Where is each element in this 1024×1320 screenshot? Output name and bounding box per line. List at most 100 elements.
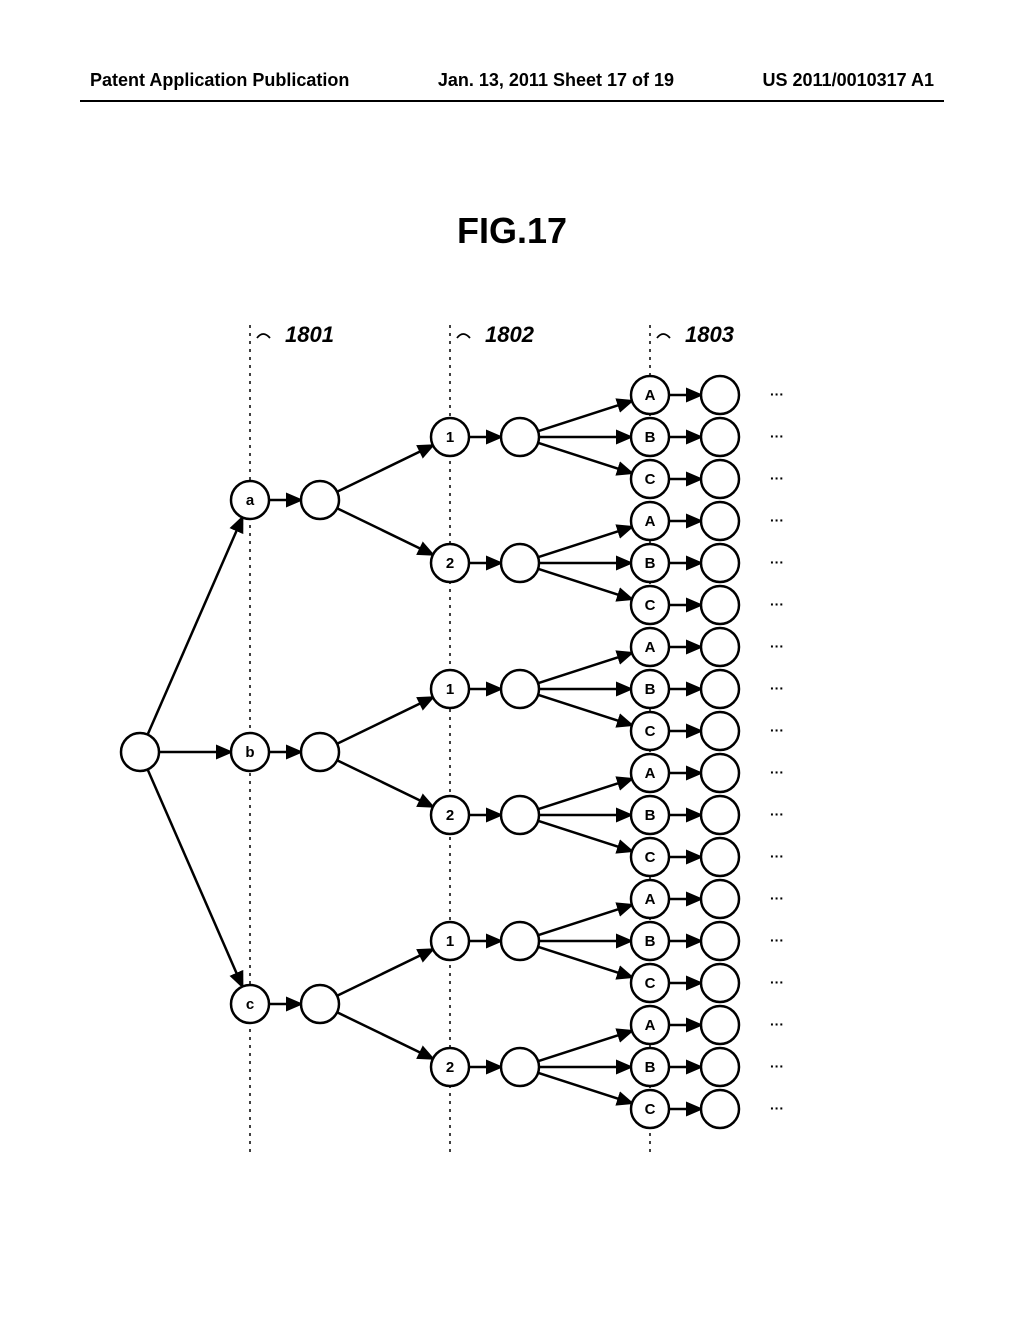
node-label: 1 xyxy=(446,429,454,446)
l1-empty xyxy=(301,985,339,1023)
l3-empty xyxy=(701,586,739,624)
l3-empty xyxy=(701,1006,739,1044)
edge xyxy=(337,949,433,995)
l3-empty xyxy=(701,376,739,414)
edge xyxy=(337,760,433,806)
continuation-dots: ··· xyxy=(770,974,784,990)
l3-empty xyxy=(701,670,739,708)
continuation-dots: ··· xyxy=(770,680,784,696)
l3-empty xyxy=(701,460,739,498)
l2-empty xyxy=(501,796,539,834)
node-label: A xyxy=(645,639,656,656)
edge xyxy=(538,443,632,473)
edge xyxy=(337,1012,433,1058)
node-label: c xyxy=(246,996,254,1013)
node-label: B xyxy=(645,681,656,698)
node-label: B xyxy=(645,933,656,950)
l3-empty xyxy=(701,1090,739,1128)
edge xyxy=(538,1073,632,1103)
level-label: 1801 xyxy=(285,322,334,347)
l3-empty xyxy=(701,964,739,1002)
node-label: C xyxy=(645,471,656,488)
header-rule xyxy=(80,100,944,102)
l2-empty xyxy=(501,922,539,960)
continuation-dots: ··· xyxy=(770,386,784,402)
l2-empty xyxy=(501,1048,539,1086)
edge xyxy=(538,569,632,599)
edge xyxy=(337,508,433,554)
node-label: B xyxy=(645,429,656,446)
l3-empty xyxy=(701,544,739,582)
node-label: 2 xyxy=(446,555,454,572)
node-label: B xyxy=(645,555,656,572)
l1-empty xyxy=(301,481,339,519)
node-label: B xyxy=(645,1059,656,1076)
continuation-dots: ··· xyxy=(770,428,784,444)
edge xyxy=(538,653,632,683)
node-label: B xyxy=(645,807,656,824)
tree-diagram: 180118021803abc121212A···B···C···A···B··… xyxy=(110,300,870,1160)
l2-empty xyxy=(501,670,539,708)
node-label: C xyxy=(645,723,656,740)
node-label: A xyxy=(645,765,656,782)
l3-empty xyxy=(701,418,739,456)
continuation-dots: ··· xyxy=(770,638,784,654)
continuation-dots: ··· xyxy=(770,1100,784,1116)
l3-empty xyxy=(701,796,739,834)
edge xyxy=(538,821,632,851)
l3-empty xyxy=(701,1048,739,1086)
header-right: US 2011/0010317 A1 xyxy=(763,70,934,91)
node-label: a xyxy=(246,492,255,509)
node-label: 1 xyxy=(446,933,454,950)
continuation-dots: ··· xyxy=(770,1058,784,1074)
l2-empty xyxy=(501,418,539,456)
continuation-dots: ··· xyxy=(770,722,784,738)
l3-empty xyxy=(701,502,739,540)
node-label: A xyxy=(645,387,656,404)
edge xyxy=(538,779,632,809)
l1-empty xyxy=(301,733,339,771)
continuation-dots: ··· xyxy=(770,1016,784,1032)
node-label: 2 xyxy=(446,807,454,824)
header-left: Patent Application Publication xyxy=(90,70,349,91)
continuation-dots: ··· xyxy=(770,764,784,780)
continuation-dots: ··· xyxy=(770,596,784,612)
edge xyxy=(148,517,243,734)
edge xyxy=(538,527,632,557)
root-node xyxy=(121,733,159,771)
l3-empty xyxy=(701,754,739,792)
patent-header: Patent Application Publication Jan. 13, … xyxy=(0,70,1024,91)
tilde xyxy=(657,334,670,338)
node-label: A xyxy=(645,891,656,908)
continuation-dots: ··· xyxy=(770,932,784,948)
l3-empty xyxy=(701,712,739,750)
edge xyxy=(337,697,433,743)
figure-title: FIG.17 xyxy=(0,210,1024,252)
continuation-dots: ··· xyxy=(770,470,784,486)
continuation-dots: ··· xyxy=(770,554,784,570)
node-label: C xyxy=(645,975,656,992)
level-label: 1802 xyxy=(485,322,535,347)
l3-empty xyxy=(701,880,739,918)
edge xyxy=(337,445,433,491)
continuation-dots: ··· xyxy=(770,512,784,528)
node-label: C xyxy=(645,849,656,866)
node-label: C xyxy=(645,597,656,614)
l3-empty xyxy=(701,838,739,876)
continuation-dots: ··· xyxy=(770,806,784,822)
node-label: A xyxy=(645,513,656,530)
node-label: C xyxy=(645,1101,656,1118)
l2-empty xyxy=(501,544,539,582)
edge xyxy=(538,695,632,725)
l3-empty xyxy=(701,628,739,666)
edge xyxy=(538,1031,632,1061)
tilde xyxy=(257,334,270,338)
node-label: A xyxy=(645,1017,656,1034)
header-center: Jan. 13, 2011 Sheet 17 of 19 xyxy=(438,70,674,91)
edge xyxy=(148,769,243,986)
continuation-dots: ··· xyxy=(770,890,784,906)
edge xyxy=(538,905,632,935)
continuation-dots: ··· xyxy=(770,848,784,864)
node-label: 1 xyxy=(446,681,454,698)
l3-empty xyxy=(701,922,739,960)
